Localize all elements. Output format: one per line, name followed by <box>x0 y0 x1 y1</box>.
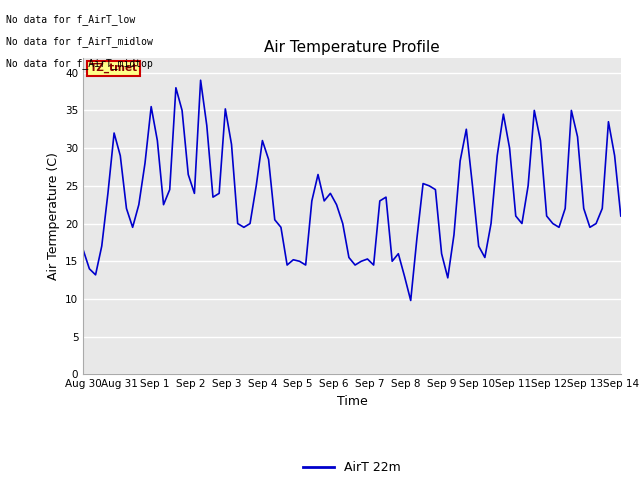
Legend: AirT 22m: AirT 22m <box>298 456 406 479</box>
Y-axis label: Air Termperature (C): Air Termperature (C) <box>47 152 60 280</box>
X-axis label: Time: Time <box>337 395 367 408</box>
Text: TZ_tmet: TZ_tmet <box>90 63 138 73</box>
Text: No data for f_AirT_midlow: No data for f_AirT_midlow <box>6 36 153 47</box>
Text: No data for f_AirT_low: No data for f_AirT_low <box>6 14 136 25</box>
Title: Air Temperature Profile: Air Temperature Profile <box>264 40 440 55</box>
Text: No data for f_AirT_midtop: No data for f_AirT_midtop <box>6 58 153 69</box>
